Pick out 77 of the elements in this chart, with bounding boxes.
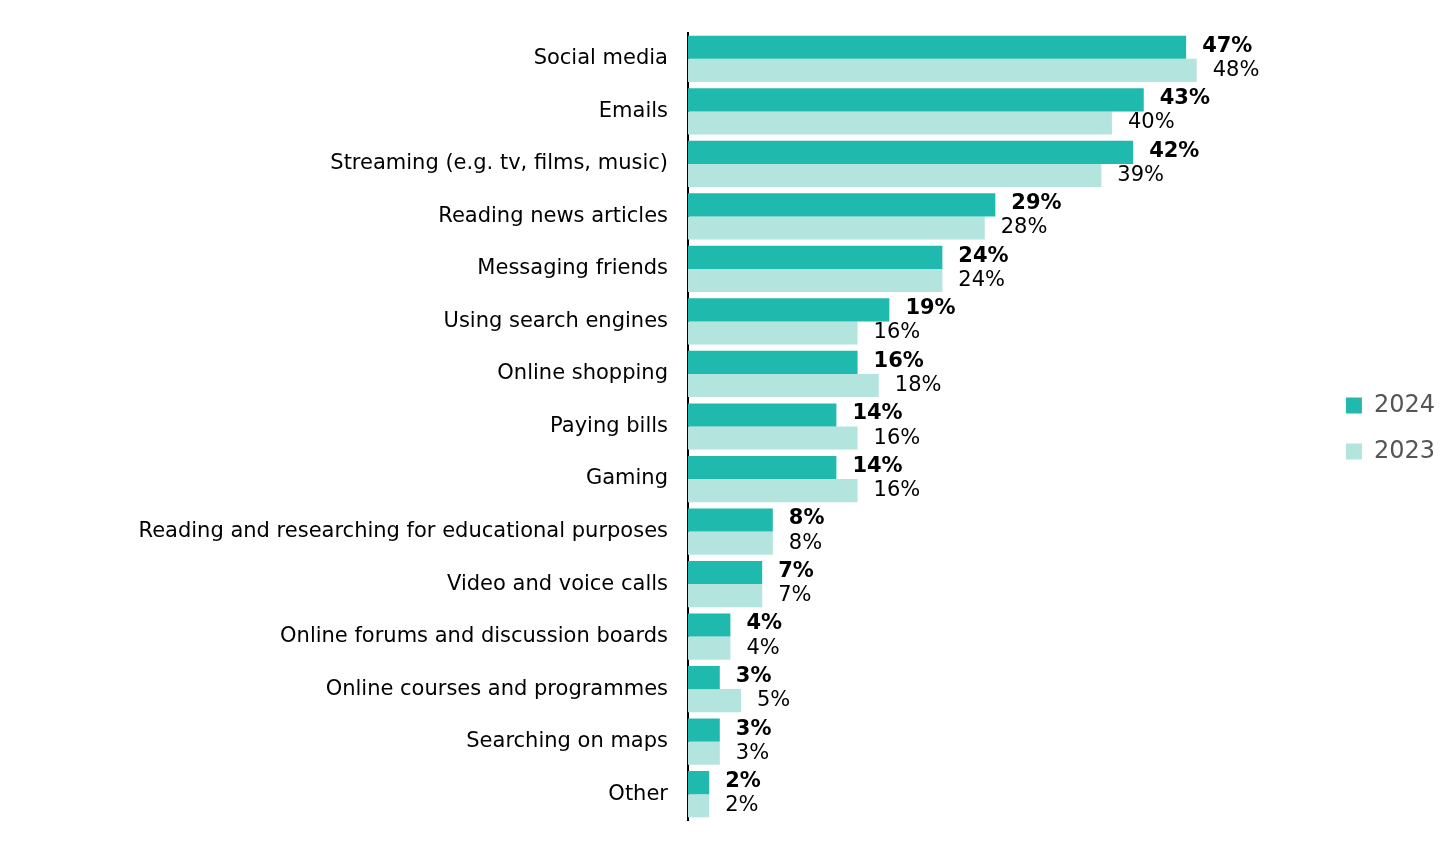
data-label: 24% — [958, 242, 1009, 267]
bar — [688, 741, 720, 765]
data-label: 16% — [873, 347, 924, 372]
y-tick-label: Gaming — [585, 465, 668, 490]
data-label: 29% — [1011, 190, 1062, 215]
y-tick-label: Online forums and discussion boards — [280, 623, 668, 648]
data-label: 18% — [894, 371, 942, 396]
bar — [688, 636, 731, 660]
bar — [688, 479, 858, 503]
bar — [688, 111, 1112, 135]
bar — [688, 794, 710, 818]
bar — [688, 613, 731, 637]
bar — [688, 771, 710, 795]
data-label: 47% — [1202, 32, 1253, 57]
bar — [688, 216, 985, 240]
data-label: 3% — [735, 739, 770, 764]
data-label: 5% — [756, 687, 791, 712]
bar — [688, 531, 773, 555]
bar — [688, 58, 1197, 82]
y-tick-label: Streaming (e.g. tv, films, music) — [330, 150, 668, 175]
y-tick-label: Emails — [598, 97, 668, 122]
y-tick-label: Using search engines — [443, 307, 668, 332]
data-label: 16% — [873, 477, 921, 502]
data-label: 16% — [873, 424, 921, 449]
bar — [688, 350, 858, 374]
data-label: 16% — [873, 319, 921, 344]
bar — [688, 373, 879, 398]
data-label: 7% — [778, 582, 812, 607]
data-label: 28% — [1000, 214, 1048, 239]
y-tick-label: Other — [608, 780, 669, 805]
y-tick-label: Online courses and programmes — [325, 675, 668, 700]
y-tick-label: Messaging friends — [477, 255, 668, 280]
bar — [688, 245, 943, 269]
bar — [688, 508, 773, 532]
data-label: 48% — [1212, 56, 1260, 81]
bar — [688, 665, 720, 690]
bar — [688, 321, 858, 345]
bar — [688, 163, 1102, 188]
bar — [688, 35, 1187, 59]
bar — [688, 560, 763, 585]
y-tick-label: Video and voice calls — [447, 570, 668, 595]
legend-label: 2024 — [1373, 389, 1435, 418]
legend-label: 2023 — [1373, 435, 1435, 464]
y-tick-label: Social media — [533, 45, 668, 70]
data-label: 43% — [1159, 85, 1211, 110]
y-tick-label: Online shopping — [497, 360, 668, 385]
data-label: 14% — [852, 400, 903, 425]
bar — [688, 403, 837, 427]
data-label: 7% — [778, 557, 814, 582]
bar — [688, 718, 720, 742]
y-tick-label: Paying bills — [550, 412, 668, 437]
bar — [688, 455, 837, 480]
data-label: 2% — [725, 768, 761, 793]
data-label: 2% — [725, 792, 759, 817]
bar — [688, 689, 741, 713]
y-tick-label: Searching on maps — [466, 728, 668, 753]
bar — [688, 140, 1134, 164]
data-label: 39% — [1117, 161, 1165, 186]
data-label: 42% — [1149, 137, 1200, 162]
bar — [688, 268, 943, 293]
data-label: 3% — [735, 715, 772, 740]
data-label: 3% — [735, 663, 772, 687]
data-label: 40% — [1127, 109, 1175, 134]
data-label: 4% — [746, 634, 780, 659]
data-label: 4% — [746, 610, 783, 635]
data-label: 8% — [788, 505, 825, 530]
data-label: 19% — [905, 295, 956, 320]
bar — [688, 426, 858, 450]
data-label: 24% — [958, 266, 1006, 291]
data-label: 14% — [852, 452, 903, 477]
data-label: 8% — [788, 529, 823, 554]
y-tick-label: Reading news articles — [438, 202, 668, 227]
bar — [688, 584, 763, 608]
bar — [688, 298, 890, 322]
bar — [688, 193, 996, 217]
y-tick-label: Reading and researching for educational purposes — [138, 517, 668, 542]
bar — [688, 88, 1144, 112]
